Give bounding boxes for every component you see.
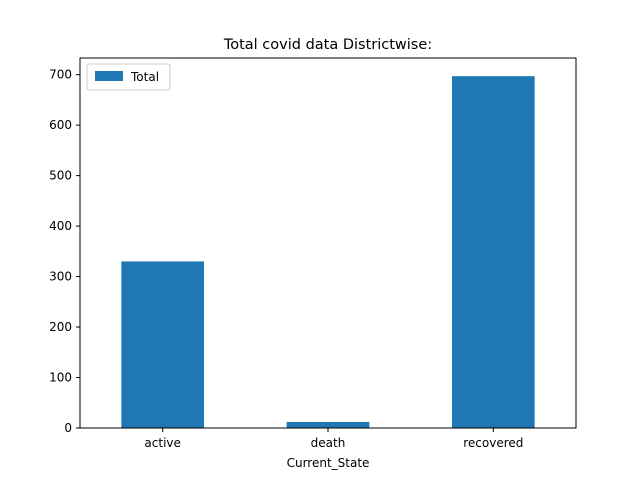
plot-frame	[79, 57, 577, 429]
x-tick-label-active: active	[144, 436, 180, 450]
bar-death	[286, 421, 370, 428]
y-tick-label-0: 0	[64, 421, 72, 435]
y-tick-label-500: 500	[49, 169, 72, 183]
y-tick-label-600: 600	[49, 118, 72, 132]
y-tick-label-200: 200	[49, 320, 72, 334]
legend: Total	[86, 63, 171, 91]
x-axis-label: Current_State	[287, 456, 370, 470]
x-tick-label-recovered: recovered	[463, 436, 523, 450]
bar-active	[121, 261, 204, 428]
legend-swatch-total	[95, 71, 123, 81]
legend-frame	[86, 63, 171, 91]
x-tick-label-death: death	[311, 436, 346, 450]
chart-title: Total covid data Districtwise:	[223, 37, 432, 53]
y-tick-label-700: 700	[49, 68, 72, 82]
y-tick-label-100: 100	[49, 371, 72, 385]
plot-area: active death recovered 0 100 200 300 400 500 600 7…	[49, 68, 535, 450]
legend-label-total: Total	[130, 70, 159, 84]
y-tick-label-400: 400	[49, 219, 72, 233]
bar-recovered	[452, 76, 535, 428]
y-tick-label-300: 300	[49, 270, 72, 284]
